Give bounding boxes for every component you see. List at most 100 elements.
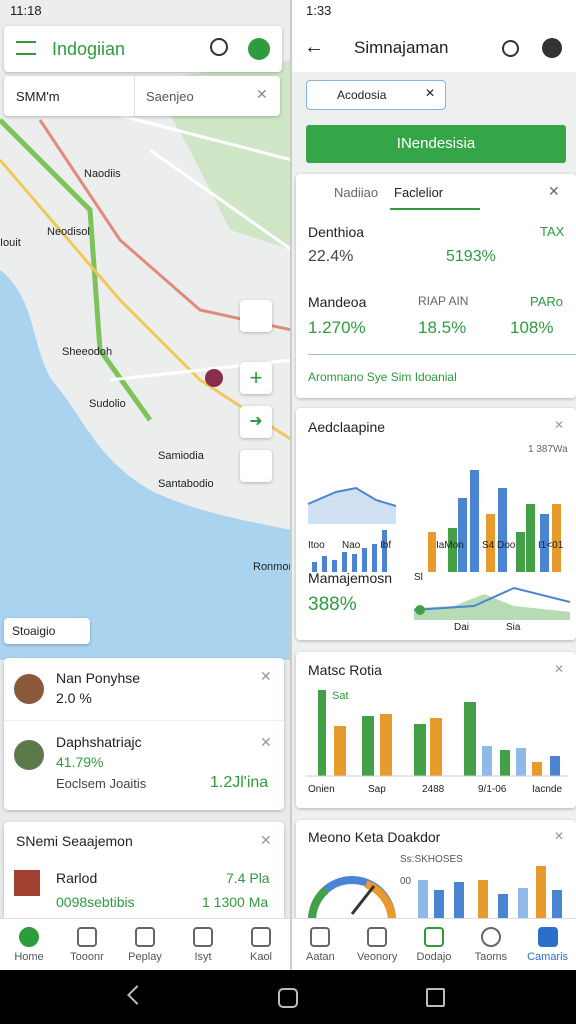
axis-label: 2488	[422, 784, 445, 795]
system-nav	[0, 970, 576, 1024]
card-title: Matsc Rotia	[308, 662, 382, 678]
menu-icon[interactable]	[16, 41, 36, 55]
close-icon[interactable]: ✕	[548, 183, 560, 199]
search-chip[interactable]: Acodosia ✕	[306, 80, 446, 110]
back-button[interactable]	[127, 985, 147, 1005]
map-label: Santabodio	[158, 478, 214, 490]
stat-value: 22.4%	[308, 248, 354, 265]
zoom-in-button[interactable]: +	[240, 362, 272, 394]
row-label: Rarlod	[56, 870, 98, 886]
home-button[interactable]	[278, 988, 298, 1008]
sub-title: Mamajemosn	[308, 570, 393, 586]
thumb	[14, 870, 40, 896]
stat-value: 18.5%	[418, 318, 467, 337]
map-label: Ronmon	[253, 561, 295, 573]
status-time: 1:33	[306, 3, 332, 18]
nav-label: Isyt	[194, 951, 212, 963]
chip-text: Acodosia	[337, 88, 387, 102]
axis-label: Dai	[454, 622, 470, 633]
list-card: SNemi Seaajemon ✕ Rarlod 7.4 Pla 0098seb…	[4, 822, 284, 922]
axis-label: Ibf	[380, 540, 392, 551]
item-title: Nan Ponyhse	[56, 670, 141, 686]
chip-close[interactable]: ✕	[425, 86, 436, 100]
nav-item[interactable]: Aatan	[292, 927, 348, 963]
axis-label: 9/1-06	[478, 784, 507, 795]
map-label: Sheeodoh	[62, 346, 113, 358]
nav-item[interactable]: Veonory	[349, 927, 405, 963]
row-value: 1 1300 Ma	[202, 894, 269, 910]
stat-value: 108%	[510, 318, 554, 337]
chart-card: Aedclaapine ✕ 1 387Wa Itoo Nao Ibf IaMon…	[296, 408, 576, 640]
nav-item[interactable]: Tooonr	[59, 927, 115, 963]
close-icon[interactable]: ✕	[260, 734, 272, 750]
close-icon[interactable]: ✕	[260, 832, 272, 848]
location-icon[interactable]	[248, 38, 270, 60]
search-icon[interactable]	[502, 40, 519, 57]
search-input[interactable]: Saenjeo	[146, 89, 194, 104]
compass-button[interactable]	[240, 450, 272, 482]
axis-label: Sap	[368, 784, 386, 795]
nav-label: Peplay	[128, 951, 162, 963]
stat-label: Denthioa	[308, 224, 365, 240]
close-icon[interactable]: ✕	[554, 662, 565, 676]
item-value: 2.0 %	[56, 690, 92, 706]
app-bar: Indogiian	[4, 26, 282, 72]
nav-item[interactable]: Home	[1, 927, 57, 963]
nav-label: Home	[14, 951, 44, 963]
layers-button[interactable]	[240, 300, 272, 332]
stat-label: PARo	[530, 294, 563, 309]
clear-icon[interactable]: ✕	[256, 86, 268, 102]
stat-label: RIAP AIN	[418, 294, 469, 308]
tab[interactable]: Nadiiao	[334, 185, 379, 200]
item-amount: 1.2Jl'ina	[210, 774, 269, 791]
nav-item[interactable]: Peplay	[117, 927, 173, 963]
nav-item[interactable]: Isyt	[175, 927, 231, 963]
nav-item[interactable]: Camaris	[520, 927, 576, 963]
search-field[interactable]: SMM'm	[16, 89, 60, 104]
item-sub: Eoclsem Joaitis	[56, 776, 147, 791]
sub-tag: Sl	[414, 572, 423, 583]
screen-title: Simnajaman	[354, 38, 449, 57]
nav-item[interactable]: Taoms	[463, 927, 519, 963]
chart-tag: Sat	[332, 690, 349, 702]
nav-label: Taoms	[474, 951, 507, 963]
search-icon[interactable]	[210, 38, 228, 56]
bottom-nav: Aatan Veonory Dodajo Taoms Camaris	[292, 918, 576, 971]
axis-label: Onien	[308, 784, 335, 795]
stat-value: 5193%	[446, 248, 496, 265]
item-value: 41.79%	[56, 754, 104, 770]
status-time: 11:18	[10, 3, 42, 18]
avatar[interactable]	[542, 38, 562, 58]
recents-button[interactable]	[426, 988, 445, 1007]
map-label: Neodisol	[47, 226, 90, 238]
stat-value: 1.270%	[308, 318, 366, 337]
card-sub: Ss:SKHOSES	[400, 854, 463, 865]
stat-label: TAX	[540, 224, 565, 239]
map-label: Iouit	[0, 237, 21, 249]
close-icon[interactable]: ✕	[554, 829, 565, 843]
back-icon[interactable]: ←	[304, 36, 324, 58]
close-icon[interactable]: ✕	[554, 418, 565, 432]
stat-link[interactable]: Aromnano Sye Sim Idoanial	[308, 370, 457, 384]
thumb	[14, 674, 44, 704]
axis-label: 00	[400, 876, 412, 887]
area-chart	[414, 586, 570, 620]
bar-chart	[306, 690, 568, 777]
nav-item[interactable]: Kaol	[233, 927, 289, 963]
card-title: Meono Keta Doakdor	[308, 829, 441, 845]
item-title: Daphshatriajc	[56, 734, 142, 750]
tab[interactable]: Faclelior	[394, 185, 444, 200]
nav-item[interactable]: Dodajo	[406, 927, 462, 963]
primary-button[interactable]: INendesisia	[306, 125, 566, 163]
divider	[4, 720, 284, 721]
map-chip[interactable]: Stoaigio	[4, 618, 90, 644]
close-icon[interactable]: ✕	[260, 668, 272, 684]
mini-charts	[307, 470, 561, 572]
direction-button[interactable]: ➜	[240, 406, 272, 438]
sub-value: 388%	[308, 594, 357, 615]
stat-label: Mandeoa	[308, 294, 367, 310]
axis-label: S4 Doo	[482, 540, 516, 551]
nav-label: Tooonr	[70, 951, 104, 963]
map-label: Sudolio	[89, 398, 126, 410]
